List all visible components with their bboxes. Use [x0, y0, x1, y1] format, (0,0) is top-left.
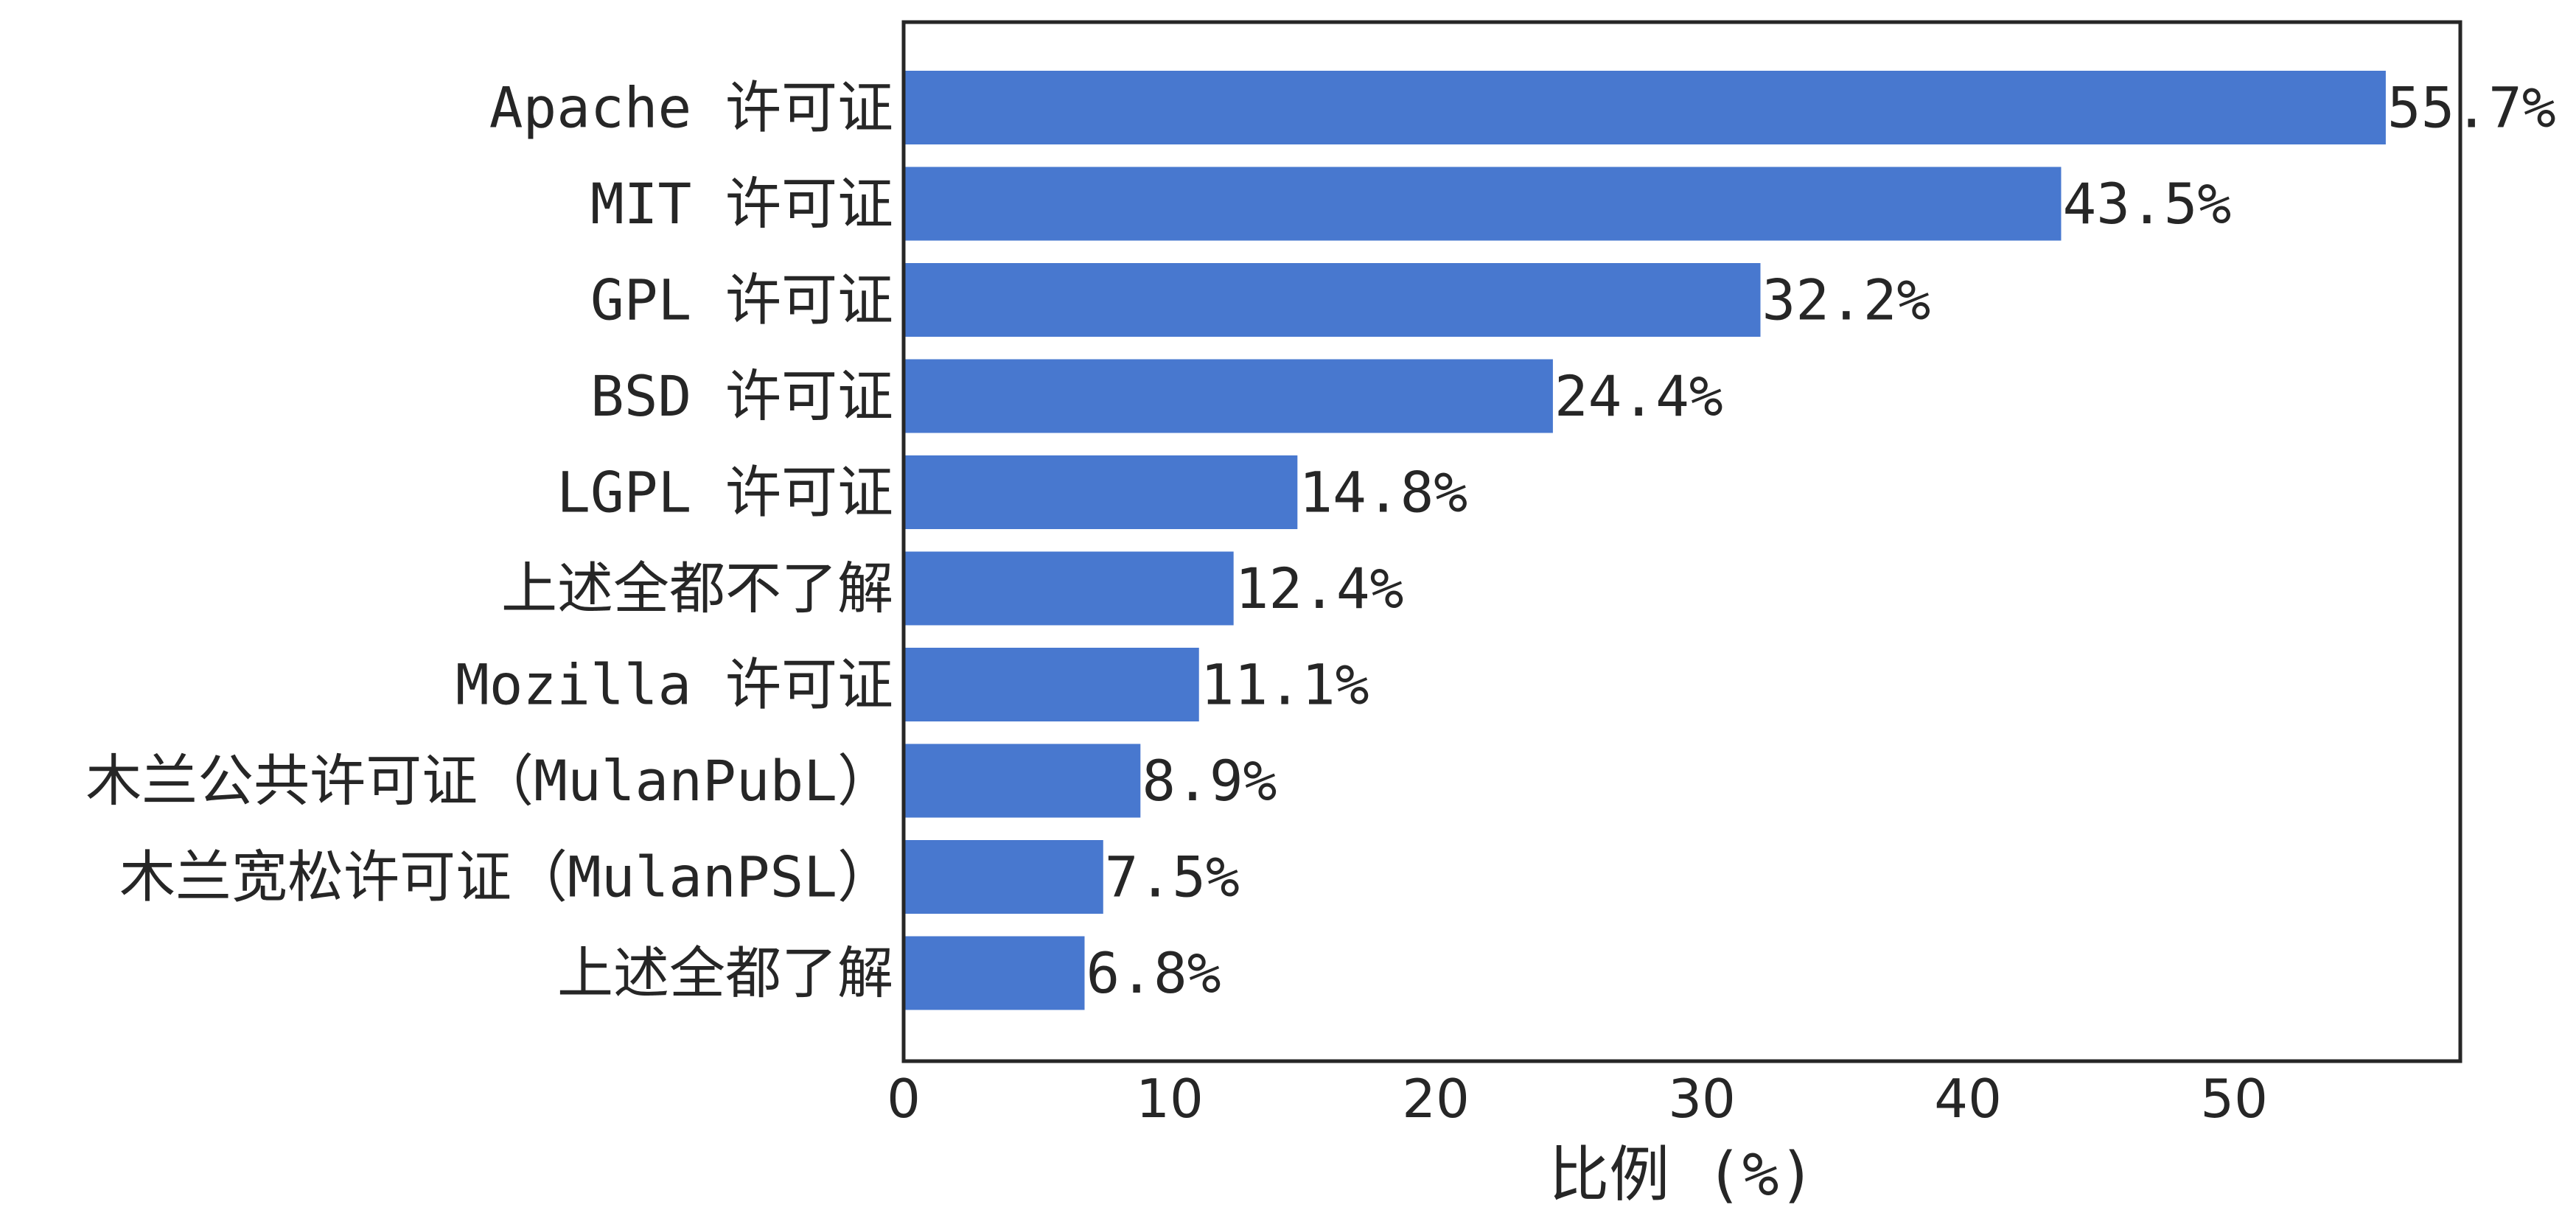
- bar-3: [904, 263, 1761, 337]
- bar-2: [904, 167, 2062, 241]
- value-label: 12.4%: [1235, 556, 1404, 621]
- category-label: BSD 许可证: [590, 363, 893, 429]
- category-label: Mozilla 许可证: [455, 652, 893, 718]
- x-tick-label: 0: [887, 1068, 921, 1130]
- x-tick-label: 20: [1402, 1068, 1470, 1130]
- value-label: 24.4%: [1554, 363, 1723, 429]
- bar-1: [904, 71, 2386, 144]
- x-tick-label: 30: [1668, 1068, 1736, 1130]
- category-label: 上述全都了解: [557, 940, 893, 1006]
- value-label: 55.7%: [2387, 75, 2556, 141]
- value-label: 32.2%: [1762, 267, 1931, 333]
- value-label: 14.8%: [1299, 460, 1467, 525]
- bar-9: [904, 840, 1103, 914]
- bar-10: [904, 936, 1085, 1010]
- category-label: LGPL 许可证: [556, 460, 893, 525]
- category-label: 上述全都不了解: [501, 556, 893, 621]
- value-label: 8.9%: [1142, 748, 1277, 814]
- value-label: 7.5%: [1105, 844, 1240, 910]
- x-tick-label: 10: [1136, 1068, 1204, 1130]
- category-label: 木兰公共许可证（MulanPubL）: [85, 748, 893, 814]
- x-tick-label: 40: [1934, 1068, 2002, 1130]
- bar-8: [904, 744, 1141, 818]
- category-label: MIT 许可证: [590, 171, 893, 237]
- bar-5: [904, 455, 1298, 529]
- value-label: 43.5%: [2062, 171, 2231, 237]
- category-label: 木兰宽松许可证（MulanPSL）: [119, 844, 893, 910]
- x-axis: 0 10 20 30 40 50: [887, 1068, 2268, 1130]
- bar-4: [904, 359, 1553, 433]
- bars-layer: [904, 71, 2386, 1010]
- category-label: Apache 许可证: [489, 75, 893, 141]
- x-axis-title: 比例 (%): [1549, 1140, 1815, 1210]
- bar-6: [904, 551, 1234, 626]
- x-tick-label: 50: [2200, 1068, 2268, 1130]
- plot-frame: [901, 20, 2462, 1063]
- bar-7: [904, 648, 1199, 721]
- category-label: GPL 许可证: [590, 267, 893, 333]
- value-label: 11.1%: [1201, 652, 1369, 718]
- value-label: 6.8%: [1086, 940, 1221, 1006]
- value-labels: 55.7% 43.5% 32.2% 24.4% 14.8% 12.4% 11.1% 8.9% 7…: [1086, 75, 2555, 1007]
